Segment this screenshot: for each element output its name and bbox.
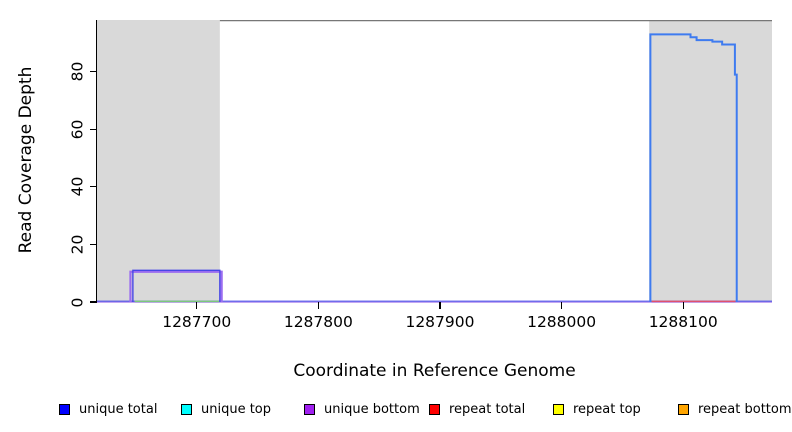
y-tick-label: 80 (68, 61, 87, 82)
x-tick (682, 302, 684, 309)
legend-swatch-icon (304, 403, 315, 415)
series-unique-total-small-block (132, 269, 221, 302)
plot-canvas (97, 20, 772, 304)
x-tick-label: 1287700 (162, 313, 232, 331)
x-tick-label: 1287900 (405, 313, 475, 331)
series-unique-bottom-block (129, 270, 223, 302)
y-tick (90, 186, 97, 188)
legend-label: unique total (79, 401, 158, 417)
y-tick-label: 40 (68, 177, 87, 197)
legend-label: unique top (201, 401, 272, 417)
legend-item-unique-top: unique top (181, 400, 271, 418)
legend-label: unique bottom (324, 401, 420, 417)
shaded-region-left (97, 20, 220, 302)
legend-swatch-icon (678, 403, 689, 415)
legend-label: repeat bottom (698, 401, 792, 417)
y-axis-title: Read Coverage Depth (16, 66, 36, 254)
plot-area (97, 20, 772, 304)
legend: unique total unique top unique bottom repea… (0, 400, 792, 420)
y-tick-label: 0 (68, 297, 87, 307)
shaded-region-right (649, 20, 772, 302)
x-tick (196, 302, 198, 309)
x-tick-label: 1288100 (648, 313, 718, 331)
y-tick-label: 60 (68, 119, 87, 140)
legend-item-repeat-top: repeat top (553, 400, 641, 418)
legend-swatch-icon (181, 403, 192, 415)
x-tick (561, 302, 563, 309)
legend-label: repeat total (449, 401, 526, 417)
legend-item-repeat-total: repeat total (429, 400, 525, 418)
x-tick (439, 302, 441, 309)
series-unique-total-large-block (649, 33, 738, 302)
x-tick-label: 1287800 (283, 313, 353, 331)
y-axis-line (96, 20, 98, 303)
y-tick (90, 128, 97, 130)
legend-swatch-icon (553, 403, 564, 415)
x-tick-label: 1288000 (527, 313, 597, 331)
legend-label: repeat top (573, 401, 641, 417)
legend-item-repeat-bottom: repeat bottom (678, 400, 792, 418)
legend-item-unique-bottom: unique bottom (304, 400, 420, 418)
x-tick (317, 302, 320, 309)
legend-item-unique-total: unique total (59, 400, 157, 418)
y-tick (90, 301, 97, 303)
y-tick (90, 243, 97, 246)
legend-swatch-icon (59, 403, 70, 415)
y-tick (90, 71, 97, 73)
y-tick-label: 20 (68, 234, 87, 255)
legend-swatch-icon (429, 403, 440, 415)
x-axis-title: Coordinate in Reference Genome (293, 361, 576, 381)
